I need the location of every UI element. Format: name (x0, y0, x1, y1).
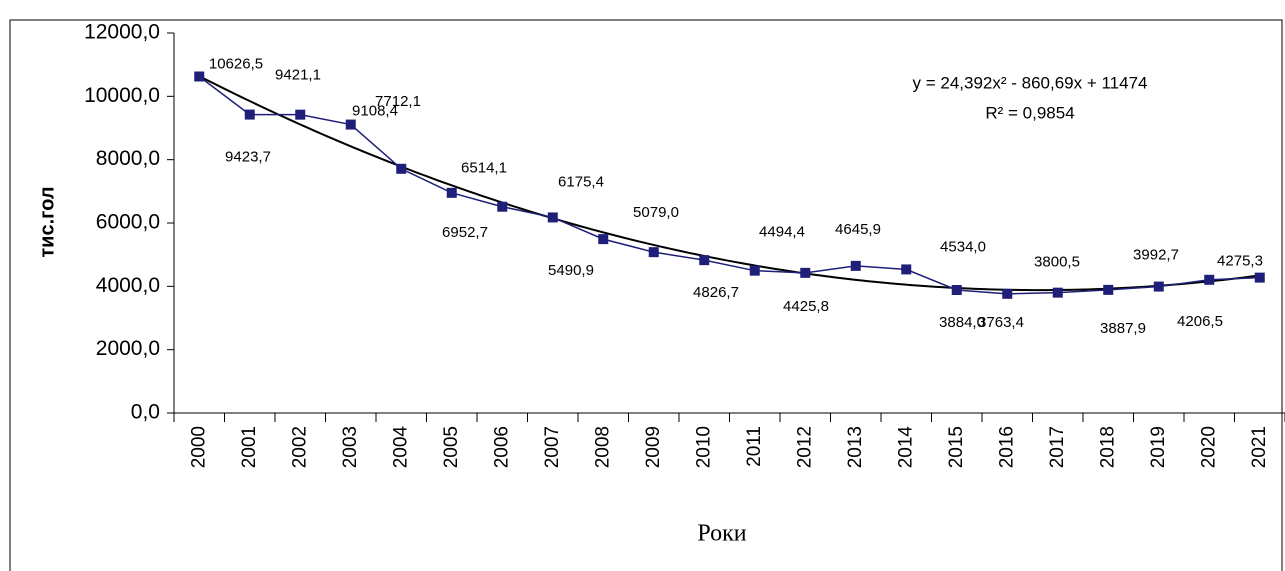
x-tick-label: 2005 (441, 426, 462, 468)
chart-frame (9, 19, 1283, 571)
data-point (800, 267, 811, 278)
value-label: 9423,7 (225, 149, 271, 166)
series-line (198, 75, 1260, 295)
x-tick-label: 2019 (1148, 426, 1169, 468)
value-label: 4534,0 (940, 238, 986, 255)
x-tick-label: 2008 (592, 426, 613, 468)
value-label: 3884,0 (939, 314, 985, 331)
data-point (1153, 281, 1164, 292)
value-label: 5079,0 (633, 204, 679, 221)
x-tick-label: 2006 (491, 426, 512, 468)
y-tick-label: 6000,0 (96, 211, 160, 234)
value-label: 6175,4 (558, 173, 604, 190)
value-label: 3800,5 (1034, 254, 1080, 271)
value-label: 4275,3 (1217, 253, 1263, 270)
data-point (850, 260, 861, 271)
x-tick-label: 2009 (643, 426, 664, 468)
data-point (1002, 288, 1013, 299)
data-point (699, 255, 710, 266)
data-point (547, 212, 558, 223)
x-tick-label: 2002 (289, 426, 310, 468)
trend-equation: y = 24,392x² - 860,69x + 11474 (912, 73, 1147, 92)
trendline (198, 75, 1260, 292)
value-label: 4494,4 (759, 224, 805, 241)
x-tick-label: 2001 (239, 426, 260, 468)
value-label: 4206,5 (1177, 313, 1223, 330)
x-tick-label: 2014 (895, 426, 916, 469)
value-label: 9421,1 (275, 67, 321, 84)
data-point (1204, 274, 1215, 285)
data-point (648, 247, 659, 258)
x-tick-label: 2004 (390, 426, 411, 469)
data-point (1254, 272, 1265, 283)
data-point (951, 285, 962, 296)
value-label: 6514,1 (461, 160, 507, 177)
x-tick-label: 2012 (794, 426, 815, 468)
value-label: 3992,7 (1133, 247, 1179, 264)
data-point (244, 109, 255, 120)
x-tick-label: 2007 (542, 426, 563, 468)
data-point (1103, 284, 1114, 295)
y-tick-label: 0,0 (131, 401, 160, 424)
data-point (345, 119, 356, 130)
x-tick-label: 2015 (946, 426, 967, 468)
value-label: 3763,4 (978, 314, 1024, 331)
data-point (295, 109, 306, 120)
y-axis-label: тис.гол (36, 186, 58, 257)
data-point (396, 163, 407, 174)
x-tick-label: 2020 (1198, 426, 1219, 468)
data-point (598, 234, 609, 245)
y-tick-label: 12000,0 (84, 21, 160, 44)
value-label: 7712,1 (375, 93, 421, 110)
data-point (901, 264, 912, 275)
value-label: 5490,9 (548, 262, 594, 279)
r-squared: R² = 0,9854 (985, 103, 1074, 122)
x-axis-label: Роки (697, 521, 746, 547)
data-point (194, 71, 205, 82)
value-label: 4826,7 (693, 284, 739, 301)
y-tick-label: 4000,0 (96, 274, 160, 297)
x-tick-label: 2010 (693, 426, 714, 468)
data-point (497, 201, 508, 212)
value-label: 3887,9 (1100, 320, 1146, 337)
value-label: 4425,8 (783, 298, 829, 315)
value-label: 9108,4 (352, 103, 398, 120)
x-tick-label: 2003 (340, 426, 361, 468)
x-tick-label: 2000 (188, 426, 209, 468)
data-point (749, 265, 760, 276)
y-tick-label: 10000,0 (84, 84, 160, 107)
x-tick-label: 2017 (1047, 426, 1068, 468)
data-point (446, 187, 457, 198)
data-point (1052, 287, 1063, 298)
y-tick-label: 8000,0 (96, 147, 160, 170)
x-tick-label: 2011 (744, 426, 765, 467)
x-tick-label: 2021 (1249, 426, 1270, 468)
value-label: 10626,5 (209, 55, 263, 72)
y-tick-label: 2000,0 (96, 337, 160, 360)
x-tick-label: 2013 (845, 426, 866, 468)
x-tick-label: 2016 (996, 426, 1017, 468)
x-tick-label: 2018 (1097, 426, 1118, 468)
value-label: 4645,9 (835, 221, 881, 238)
value-label: 6952,7 (442, 224, 488, 241)
